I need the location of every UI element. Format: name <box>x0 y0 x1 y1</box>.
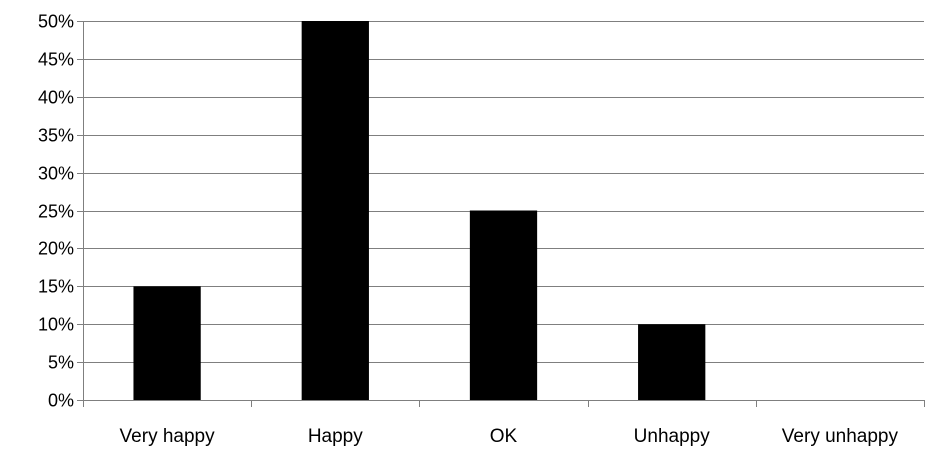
y-tick-label: 35% <box>38 126 74 146</box>
y-tick-label: 25% <box>38 202 74 222</box>
y-tick-label: 10% <box>38 315 74 335</box>
y-tick-label: 20% <box>38 239 74 259</box>
bar <box>469 210 538 400</box>
axes <box>77 21 925 407</box>
bar <box>638 324 706 400</box>
x-tick-labels: Very happy Happy OK Unhappy Very unhappy <box>120 426 899 447</box>
bar <box>301 21 369 400</box>
y-tick-label: 5% <box>48 353 74 373</box>
y-tick-label: 40% <box>38 88 74 108</box>
x-tick-label: Very happy <box>120 426 216 447</box>
y-tick-labels: 0% 5% 10% 15% 20% 25% 30% 35% 40% 45% 50% <box>38 12 74 411</box>
y-tick-label: 45% <box>38 50 74 70</box>
bar <box>133 286 201 400</box>
y-tick-label: 0% <box>48 391 74 411</box>
y-tick-label: 30% <box>38 164 74 184</box>
x-tick-label: Very unhappy <box>782 426 899 447</box>
x-tick-label: OK <box>490 426 518 447</box>
x-tick-label: Happy <box>308 426 363 447</box>
bars <box>133 21 706 400</box>
x-tick-label: Unhappy <box>634 426 711 447</box>
y-tick-label: 15% <box>38 277 74 297</box>
y-tick-label: 50% <box>38 12 74 32</box>
